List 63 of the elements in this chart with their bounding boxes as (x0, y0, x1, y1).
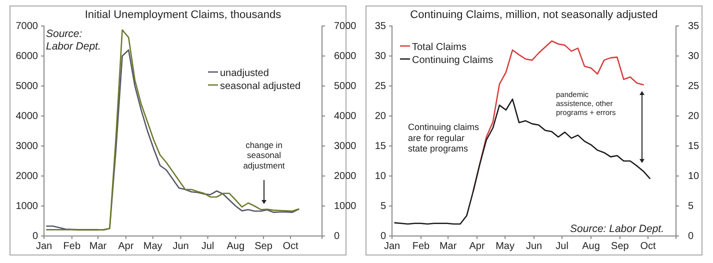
y-tick-label: 4000 (16, 111, 38, 122)
y2-tick-label: 0 (334, 231, 340, 242)
legend-label: Continuing Claims (412, 55, 494, 66)
y-tick-label: 5 (380, 201, 386, 212)
y-tick-label: 6000 (16, 51, 38, 62)
x-tick-label: Mar (439, 241, 458, 252)
y-tick-label: 25 (374, 81, 386, 92)
x-tick-label: Jun (172, 241, 189, 252)
y2-tick-label: 0 (688, 231, 694, 242)
x-tick-label: Feb (63, 241, 81, 252)
y-tick-label: 0 (380, 231, 386, 242)
x-tick-label: Apr (469, 241, 486, 252)
annotation: Source: Labor Dept. (570, 223, 664, 235)
legend-label: unadjusted (220, 68, 269, 79)
y-tick-label: 1000 (16, 201, 38, 212)
y2-tick-label: 30 (688, 51, 700, 62)
y-tick-label: 7000 (16, 21, 38, 32)
y-tick-label: 5000 (16, 81, 38, 92)
legend-label: Total Claims (412, 42, 466, 53)
annotation: Source: Labor Dept. (46, 28, 101, 53)
y2-tick-label: 1000 (334, 201, 357, 212)
x-tick-label: Aug (226, 241, 245, 252)
annotation: change in seasonal adjustment (243, 140, 286, 170)
x-tick-label: Jun (526, 241, 542, 252)
x-tick-label: Mar (89, 241, 108, 252)
y2-tick-label: 15 (688, 141, 700, 152)
x-tick-label: Jan (384, 241, 400, 252)
y2-tick-label: 5000 (334, 81, 357, 92)
x-tick-label: Aug (582, 241, 600, 252)
y-tick-label: 15 (374, 141, 386, 152)
x-tick-label: Sep (611, 241, 630, 252)
y-tick-label: 10 (374, 171, 386, 182)
chart-title: Continuing Claims, million, not seasonally adjusted (410, 9, 658, 21)
x-tick-label: Apr (118, 241, 134, 252)
x-tick-label: May (496, 241, 514, 252)
y2-tick-label: 4000 (334, 111, 357, 122)
y2-tick-label: 5 (688, 201, 694, 212)
legend-label: seasonal adjusted (220, 81, 301, 92)
y2-tick-label: 25 (688, 81, 700, 92)
y2-tick-label: 7000 (334, 21, 357, 32)
y-tick-label: 35 (374, 21, 386, 32)
x-tick-label: May (143, 241, 162, 252)
x-tick-label: Jul (556, 241, 568, 252)
y-tick-label: 2000 (16, 171, 38, 182)
y2-tick-label: 6000 (334, 51, 357, 62)
y-tick-label: 20 (374, 111, 386, 122)
y-tick-label: 3000 (16, 141, 38, 152)
x-tick-label: Oct (640, 241, 656, 252)
x-tick-label: Feb (412, 241, 430, 252)
y-tick-label: 0 (32, 231, 38, 242)
y2-tick-label: 10 (688, 171, 700, 182)
x-tick-label: Sep (254, 241, 273, 252)
x-tick-label: Oct (282, 241, 299, 252)
chart-title: Initial Unemployment Claims, thousands (84, 9, 282, 21)
annotation: Continuing claims are for regular state programs (408, 122, 480, 154)
x-tick-label: Jan (36, 241, 52, 252)
x-tick-label: Jul (201, 241, 214, 252)
y-tick-label: 30 (374, 51, 386, 62)
y2-tick-label: 2000 (334, 171, 357, 182)
y2-tick-label: 20 (688, 111, 700, 122)
y2-tick-label: 35 (688, 21, 700, 32)
line-series (394, 98, 650, 225)
y2-tick-label: 3000 (334, 141, 357, 152)
